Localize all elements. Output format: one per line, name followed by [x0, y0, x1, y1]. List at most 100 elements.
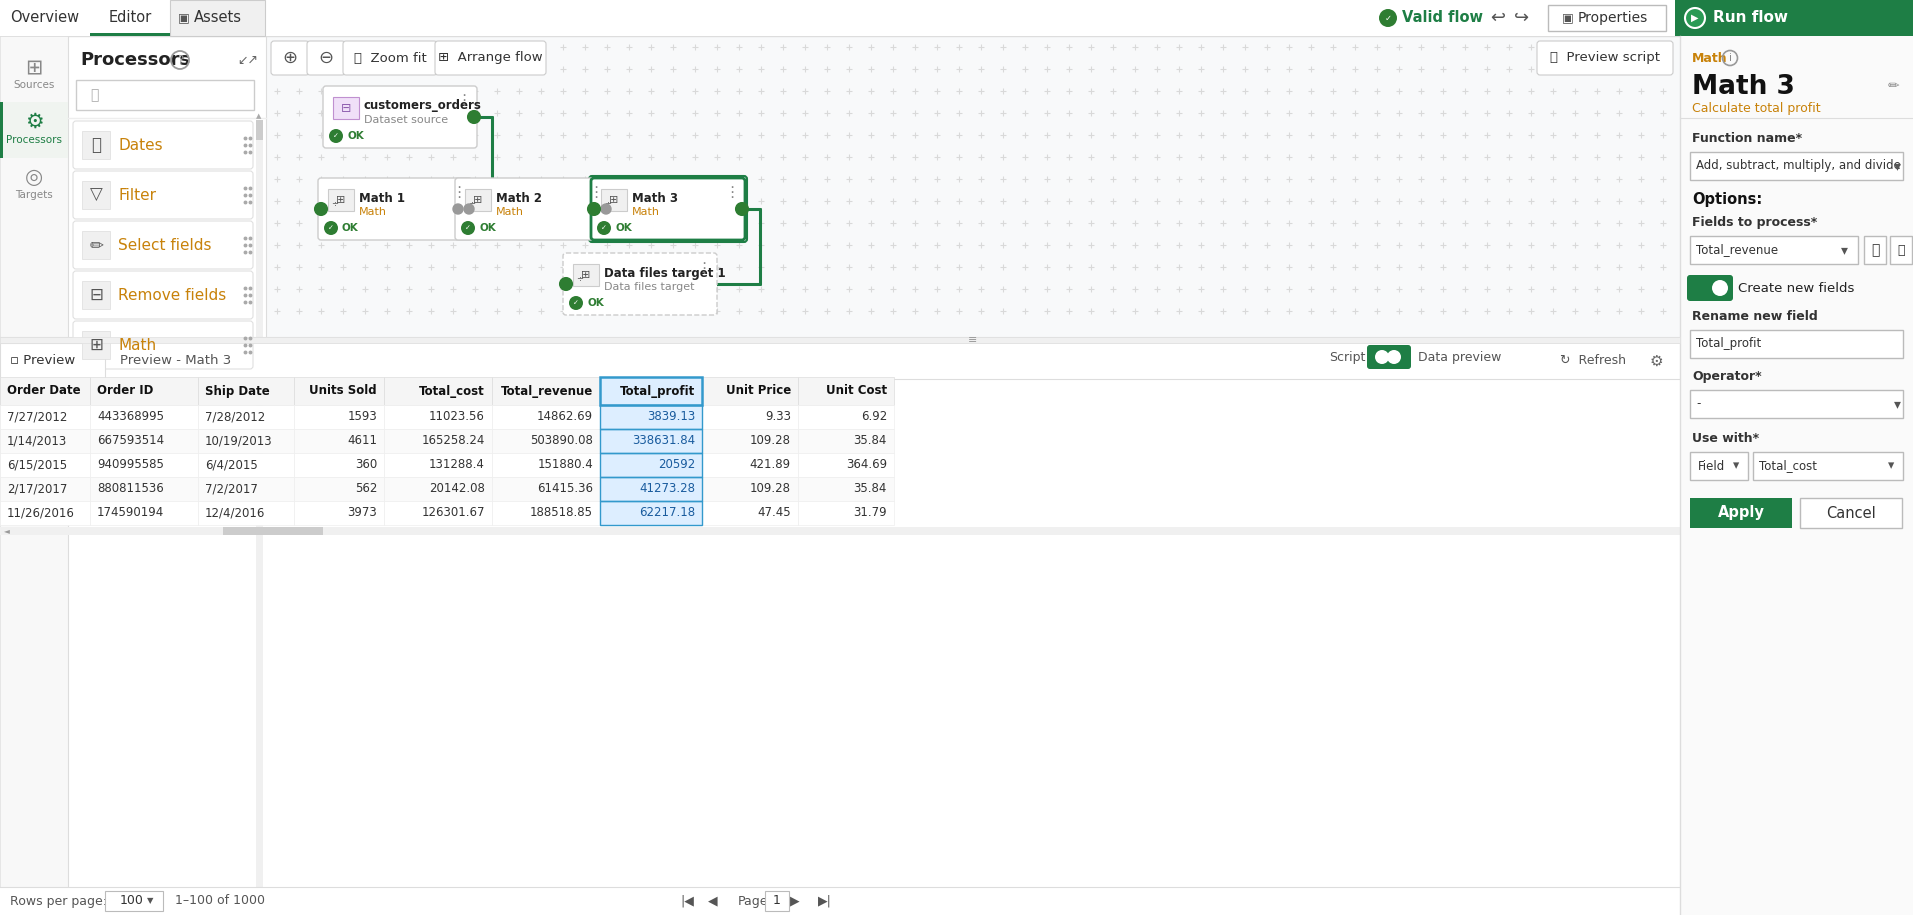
Bar — [601, 429, 702, 453]
Text: 35.84: 35.84 — [853, 482, 888, 496]
Text: OK: OK — [614, 223, 631, 233]
Bar — [90, 33, 170, 36]
Text: Data preview: Data preview — [1418, 350, 1502, 363]
Text: ⋮: ⋮ — [451, 186, 467, 200]
Text: Processors: Processors — [6, 135, 61, 145]
Circle shape — [1375, 350, 1389, 364]
Bar — [0, 887, 1680, 915]
Text: OK: OK — [478, 223, 495, 233]
Bar — [601, 477, 702, 501]
Text: ◄: ◄ — [4, 526, 10, 535]
FancyBboxPatch shape — [73, 221, 253, 269]
Text: 1593: 1593 — [348, 411, 377, 424]
Text: 109.28: 109.28 — [750, 482, 790, 496]
FancyBboxPatch shape — [323, 86, 476, 148]
Bar — [90, 405, 199, 429]
Bar — [492, 429, 601, 453]
Bar — [1863, 236, 1886, 264]
Text: 20592: 20592 — [658, 458, 694, 471]
Text: customers_orders: customers_orders — [363, 100, 482, 113]
Text: Page: Page — [738, 895, 769, 908]
Bar — [702, 501, 798, 525]
Bar — [601, 453, 702, 477]
FancyBboxPatch shape — [591, 178, 744, 240]
Text: 6.92: 6.92 — [861, 411, 888, 424]
Text: ✓: ✓ — [574, 300, 580, 306]
Text: Math: Math — [631, 207, 660, 217]
Text: Units Sold: Units Sold — [310, 384, 377, 397]
Bar — [492, 501, 601, 525]
FancyBboxPatch shape — [73, 121, 253, 169]
Bar — [90, 377, 199, 405]
Text: 1–100 of 1000: 1–100 of 1000 — [174, 895, 266, 908]
Bar — [0, 0, 1913, 36]
Bar — [702, 477, 798, 501]
Circle shape — [1685, 8, 1704, 28]
Text: 11/26/2016: 11/26/2016 — [8, 507, 75, 520]
Bar — [601, 429, 702, 453]
Bar — [69, 36, 266, 915]
Bar — [601, 501, 702, 525]
Text: ⊟: ⊟ — [90, 286, 103, 304]
Text: ▾: ▾ — [1840, 243, 1848, 257]
Bar — [1689, 390, 1903, 418]
Bar — [327, 189, 354, 211]
Bar — [105, 891, 163, 911]
Text: 7/27/2012: 7/27/2012 — [8, 411, 67, 424]
Text: -: - — [1697, 397, 1701, 411]
Text: ⊞: ⊞ — [582, 270, 591, 280]
Text: Total_profit: Total_profit — [1697, 338, 1762, 350]
Text: ⊞: ⊞ — [90, 336, 103, 354]
Bar — [601, 377, 702, 405]
Bar — [1689, 498, 1792, 528]
Text: Filter: Filter — [119, 188, 157, 202]
Text: Preview - Math 3: Preview - Math 3 — [121, 354, 231, 368]
Bar — [0, 429, 90, 453]
Bar — [170, 0, 266, 36]
Text: 3973: 3973 — [348, 507, 377, 520]
Bar — [702, 453, 798, 477]
Text: 61415.36: 61415.36 — [538, 482, 593, 496]
Text: Ship Date: Ship Date — [205, 384, 270, 397]
Text: ▶: ▶ — [790, 895, 800, 908]
Text: ⊖: ⊖ — [318, 49, 333, 67]
Bar — [385, 453, 492, 477]
Text: Order ID: Order ID — [98, 384, 153, 397]
Text: ◎: ◎ — [25, 167, 44, 187]
Text: OK: OK — [346, 131, 363, 141]
Bar — [333, 97, 360, 119]
Text: 443368995: 443368995 — [98, 411, 165, 424]
Text: ?: ? — [176, 53, 184, 67]
Bar — [1800, 498, 1902, 528]
Text: OK: OK — [587, 298, 605, 308]
Text: Total_revenue: Total_revenue — [1697, 243, 1777, 256]
Bar — [90, 429, 199, 453]
Text: 109.28: 109.28 — [750, 435, 790, 447]
Text: i: i — [1729, 53, 1731, 63]
Bar — [702, 429, 798, 453]
FancyBboxPatch shape — [73, 171, 253, 219]
Text: ≡: ≡ — [968, 335, 978, 345]
Circle shape — [568, 296, 583, 310]
Text: ▫ Preview: ▫ Preview — [10, 354, 75, 368]
Text: Math 2: Math 2 — [495, 191, 541, 204]
Text: Dataset source: Dataset source — [363, 115, 448, 125]
FancyBboxPatch shape — [434, 41, 545, 75]
Bar — [465, 189, 492, 211]
FancyBboxPatch shape — [306, 41, 344, 75]
Text: ↙↗: ↙↗ — [237, 53, 258, 67]
Text: 41273.28: 41273.28 — [639, 482, 694, 496]
Text: ⊞  Arrange flow: ⊞ Arrange flow — [438, 51, 541, 64]
Text: 421.89: 421.89 — [750, 458, 790, 471]
Text: Rows per page:: Rows per page: — [10, 895, 107, 908]
Text: 188518.85: 188518.85 — [530, 507, 593, 520]
Text: ▣: ▣ — [1563, 12, 1574, 25]
Text: ⋮: ⋮ — [696, 261, 712, 275]
Bar — [0, 453, 90, 477]
Text: Create new fields: Create new fields — [1739, 282, 1854, 295]
Bar — [0, 405, 90, 429]
Bar — [199, 501, 295, 525]
Bar — [601, 189, 627, 211]
Text: Data files target: Data files target — [605, 282, 694, 292]
Text: Math 1: Math 1 — [360, 191, 406, 204]
